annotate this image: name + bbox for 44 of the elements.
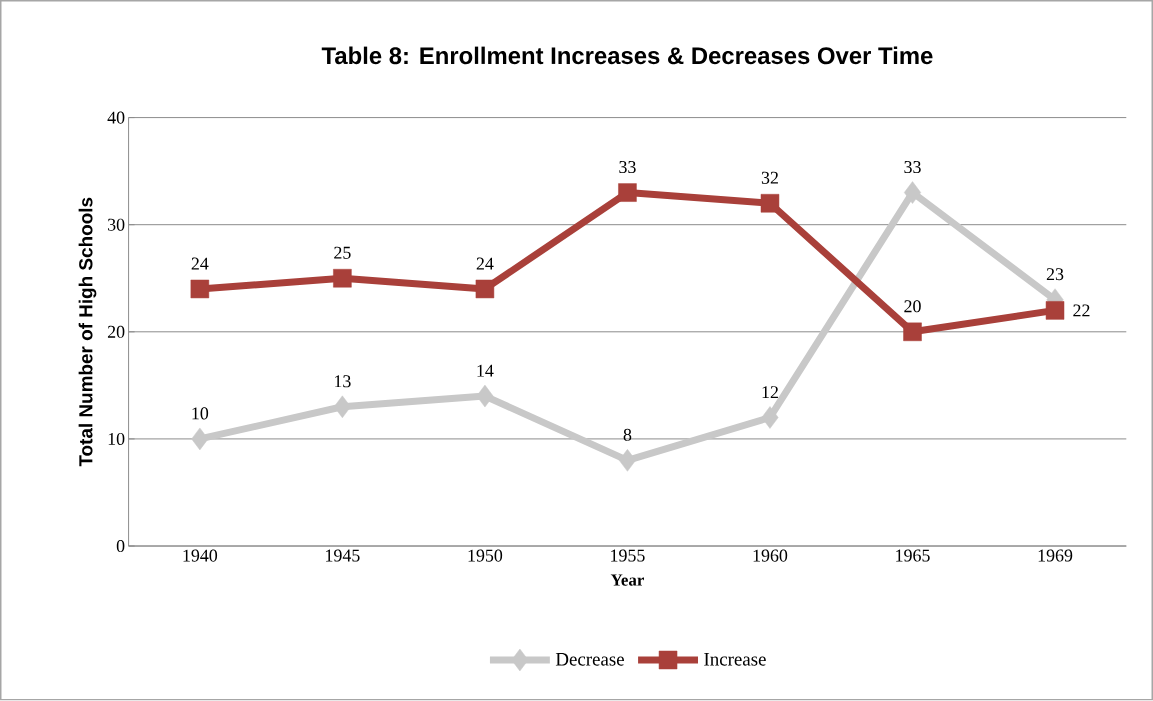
point <box>191 427 209 451</box>
y-tick-label: 40 <box>107 111 125 124</box>
point <box>475 279 495 299</box>
y-tick-label: 20 <box>107 325 125 339</box>
data-label: 24 <box>476 257 494 270</box>
point <box>333 395 351 419</box>
data-label: 25 <box>334 246 351 259</box>
point <box>618 449 636 472</box>
data-label: 8 <box>623 428 632 442</box>
point <box>1045 301 1065 320</box>
point <box>904 181 921 204</box>
x-tick-label: 1950 <box>468 549 503 562</box>
data-label: 12 <box>762 386 778 399</box>
data-label: 32 <box>761 171 778 184</box>
data-label: 33 <box>619 161 636 174</box>
data-label: 33 <box>904 161 921 174</box>
y-tick-label: 30 <box>108 218 125 231</box>
x-tick-label: 1955 <box>611 549 645 562</box>
legend-label: Decrease <box>555 653 624 666</box>
x-tick-label: 1960 <box>753 549 788 562</box>
data-label: 10 <box>192 407 209 420</box>
data-label: 13 <box>335 375 351 388</box>
y-axis-title: Total Number of High Schools <box>78 197 97 467</box>
point <box>333 269 352 288</box>
data-label: 24 <box>191 257 209 270</box>
data-label: 20 <box>904 300 921 313</box>
legend-label: Increase <box>704 653 766 666</box>
point <box>761 406 779 429</box>
chart-title: Table 8: Enrollment Increases & Decreases Over Time <box>321 46 933 65</box>
point <box>190 279 210 299</box>
data-label: 14 <box>477 364 494 377</box>
y-tick-label: 0 <box>116 540 125 553</box>
x-tick-label: 1965 <box>896 549 930 562</box>
x-axis-title: Year <box>610 574 645 586</box>
point <box>618 183 637 202</box>
point <box>476 385 494 408</box>
point <box>903 322 922 342</box>
y-tick-label: 10 <box>108 433 125 446</box>
data-label: 23 <box>1046 268 1064 281</box>
point <box>760 194 780 213</box>
data-label: 22 <box>1073 304 1090 317</box>
x-tick-label: 1969 <box>1038 549 1073 562</box>
x-tick-label: 1945 <box>326 549 360 562</box>
x-tick-label: 1940 <box>183 549 218 562</box>
